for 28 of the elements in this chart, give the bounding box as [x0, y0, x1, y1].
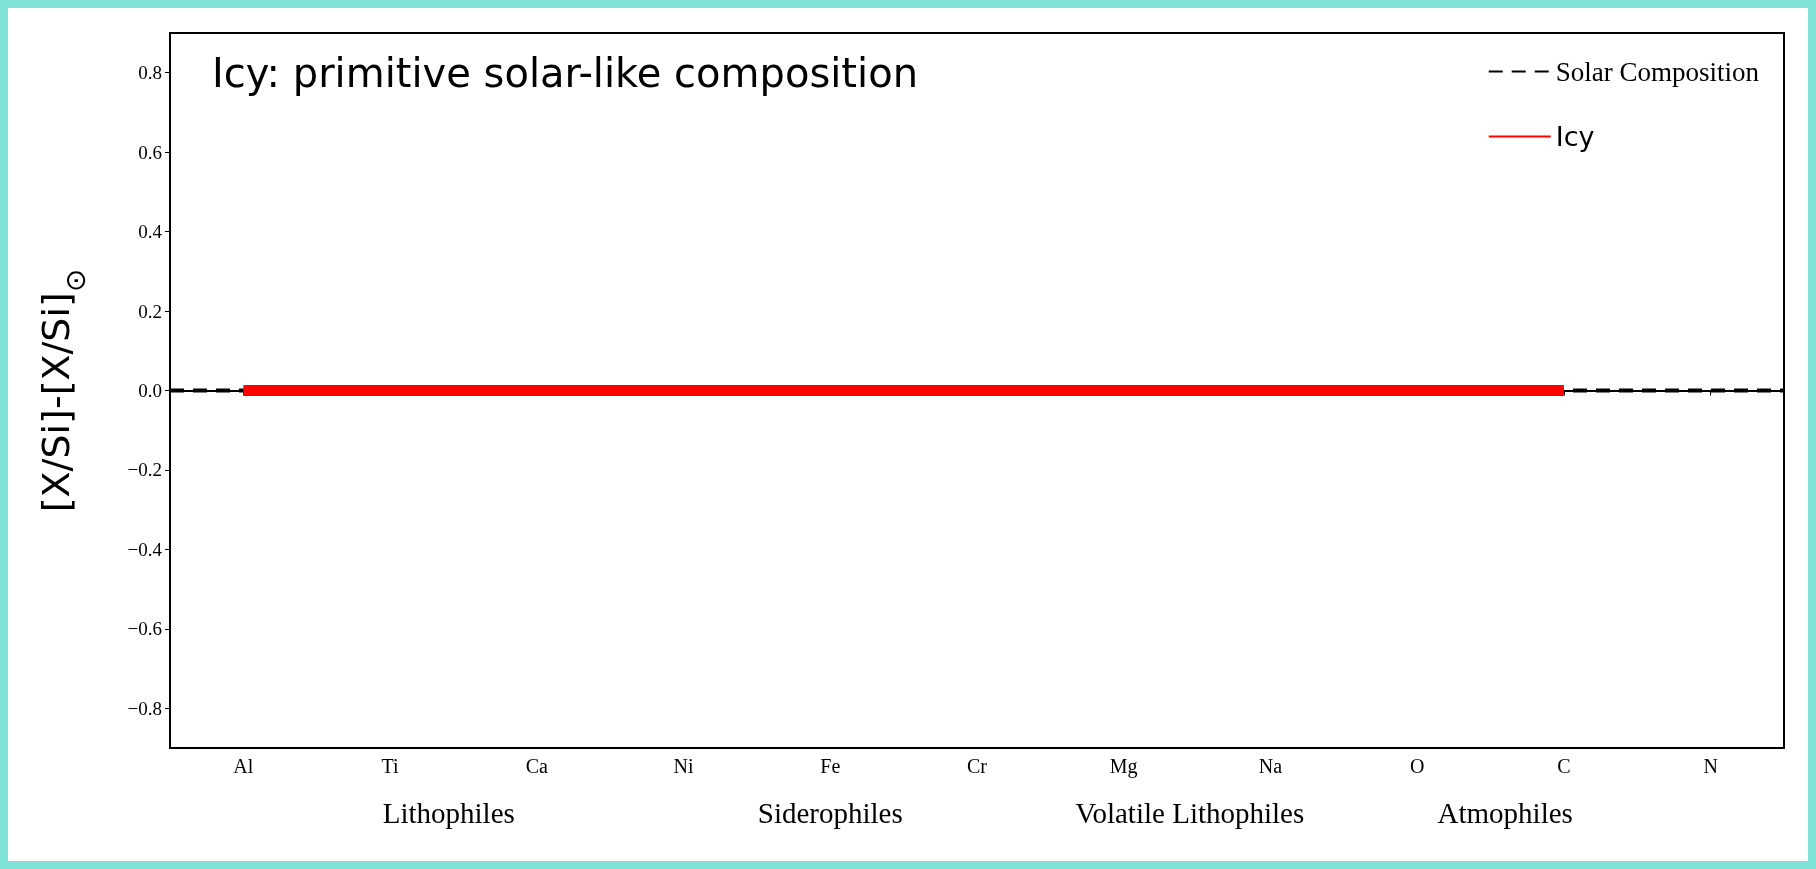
x-tick-label: Ni [673, 755, 694, 777]
text: Volatile Lithophiles [1075, 796, 1305, 829]
text: Siderophiles [757, 796, 903, 829]
x-tick-label: Ca [525, 755, 549, 777]
text: Lithophiles [382, 796, 515, 829]
x-tick-label: O [1409, 755, 1425, 777]
legend-label: Icy [1555, 121, 1595, 152]
y-tick-label: −0.2 [127, 459, 162, 481]
y-axis-title: [X/Si]-[X/Si]⊙ [34, 268, 92, 513]
text: Icy: primitive solar-like composition [212, 50, 918, 96]
x-tick-label: Al [233, 755, 254, 777]
y-tick-label: 0.4 [138, 221, 163, 243]
x-tick-label: C [1557, 755, 1571, 777]
y-tick-label: −0.6 [127, 618, 162, 640]
y-tick-label: 0.0 [138, 380, 162, 401]
x-tick-label: Fe [820, 755, 841, 777]
x-tick-label: N [1703, 755, 1718, 777]
y-tick-label: 0.8 [138, 62, 162, 84]
x-tick-label: Ti [381, 755, 400, 777]
y-tick-label: −0.4 [127, 538, 163, 560]
x-tick-label: Na [1258, 755, 1283, 777]
y-tick-label: 0.6 [138, 141, 162, 163]
text: Atmophiles [1437, 796, 1573, 829]
y-tick-label: 0.2 [138, 300, 162, 322]
legend-label: Solar Composition [1555, 56, 1760, 87]
y-tick-label: −0.8 [127, 697, 162, 719]
x-tick-label: Mg [1109, 755, 1138, 778]
x-tick-label: Cr [967, 755, 988, 777]
